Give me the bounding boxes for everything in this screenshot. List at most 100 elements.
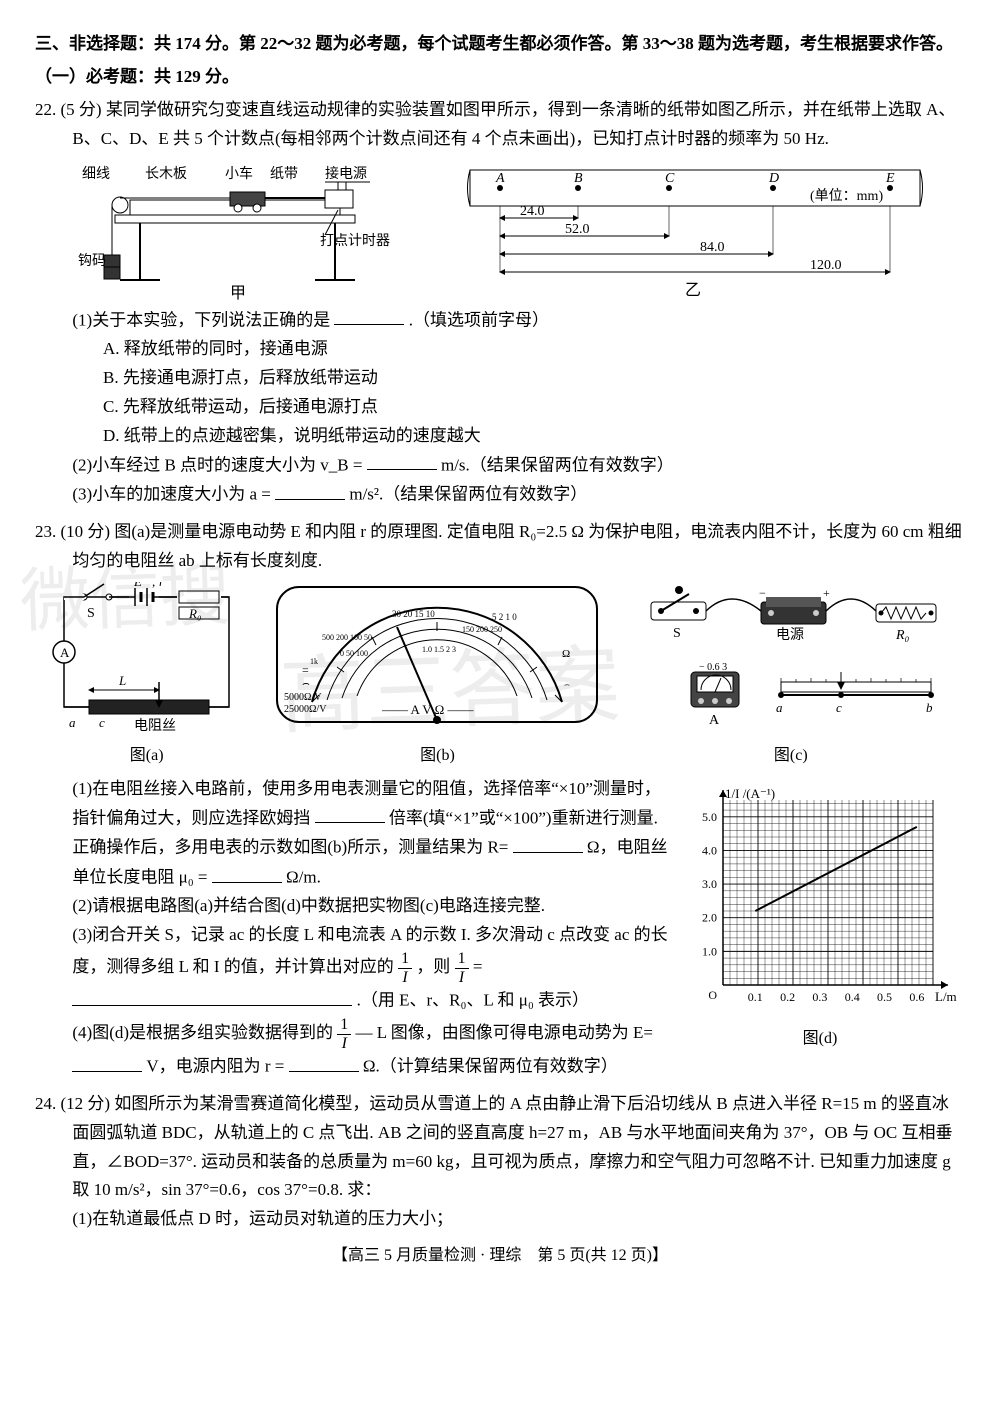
svg-text:乙: 乙 (685, 282, 701, 299)
svg-text:B: B (574, 171, 583, 186)
q22-optD: D. 纸带上的点迹越密集，说明纸带运动的速度越大 (35, 422, 965, 451)
svg-text:52.0: 52.0 (565, 222, 590, 237)
q22-p3a: (3)小车的加速度大小为 a = (72, 485, 270, 504)
svg-text:2.0: 2.0 (702, 911, 717, 925)
svg-text:,: , (152, 582, 155, 589)
svg-text:150 200 250: 150 200 250 (462, 625, 502, 634)
q22-p1-tail: .（填选项前字母） (409, 310, 549, 329)
q23-figure-d: 1.02.03.04.05.00.10.20.30.40.50.6O1/I /(… (675, 775, 965, 1052)
svg-text:S: S (673, 626, 681, 641)
q23-p4-blank1[interactable] (72, 1052, 142, 1072)
q23-p1-blank3[interactable] (212, 863, 282, 883)
q22-stem: 某同学做研究匀变速直线运动规律的实验装置如图甲所示，得到一条清晰的纸带如图乙所示… (72, 100, 955, 148)
svg-text:c: c (836, 700, 842, 715)
page-footer: 【高三 5 月质量检测 · 理综 第 5 页(共 12 页)】 (35, 1242, 965, 1269)
frac-1overI: 1I (398, 950, 412, 986)
q22-score: (5 分) (61, 100, 102, 119)
svg-text:L/m: L/m (935, 989, 957, 1004)
svg-text:0.2: 0.2 (780, 990, 795, 1004)
svg-text:A: A (60, 645, 70, 660)
figA-label: 图(a) (49, 742, 244, 769)
q23-figure-b: 1k 500 200 100 50 30 20 15 10 5 2 1 0 0 … (272, 582, 602, 769)
svg-text:0.4: 0.4 (845, 990, 860, 1004)
svg-text:a: a (776, 700, 783, 715)
svg-text:0.1: 0.1 (748, 990, 763, 1004)
svg-text:细线: 细线 (82, 166, 110, 182)
q23-p3-blank[interactable] (72, 986, 352, 1006)
svg-text:电源: 电源 (776, 627, 804, 643)
svg-text:E: E (885, 171, 895, 186)
svg-text:0.6: 0.6 (909, 990, 924, 1004)
q23-figure-c: S −+ 电源 R₀ − 0.6 3 (631, 582, 951, 769)
q23-p1-blank2[interactable] (513, 833, 583, 853)
svg-text:1/I /(A⁻¹): 1/I /(A⁻¹) (725, 786, 775, 801)
q22-p1-blank[interactable] (334, 306, 404, 326)
sub1-header: （一）必考题：共 129 分。 (35, 63, 965, 92)
svg-text:1.0: 1.0 (702, 944, 717, 958)
svg-text:c: c (99, 715, 105, 730)
svg-text:500 200 100 50: 500 200 100 50 (322, 633, 372, 642)
svg-text:Ω: Ω (562, 648, 570, 660)
svg-text:⌢: ⌢ (564, 679, 570, 689)
svg-text:打点计时器: 打点计时器 (320, 232, 390, 249)
q22-p2-blank[interactable] (367, 451, 437, 471)
question-23: 23. (10 分) 图(a)是测量电源电动势 E 和内阻 r 的原理图. 定值… (35, 518, 965, 1082)
q23-p3b: ，则 (416, 957, 450, 976)
svg-text:5 2 1 0: 5 2 1 0 (492, 612, 517, 622)
q23-p1d: Ω/m. (286, 868, 321, 887)
svg-text:O: O (708, 988, 717, 1002)
q24-stem: 如图所示为某滑雪赛道简化模型，运动员从雪道上的 A 点由静止滑下后沿切线从 B … (72, 1094, 952, 1200)
svg-text:—— A V Ω ——: —— A V Ω —— (381, 702, 475, 717)
svg-text:小车: 小车 (225, 165, 253, 182)
figC-label: 图(c) (631, 742, 951, 769)
q23-p4c: V，电源内阻为 r = (146, 1057, 284, 1076)
svg-text:30 20 15 10: 30 20 15 10 (392, 609, 435, 619)
svg-text:⌢: ⌢ (302, 676, 310, 690)
svg-text:=: = (302, 663, 309, 677)
q23-p4a: (4)图(d)是根据多组实验数据得到的 (72, 1023, 333, 1042)
svg-text:R₀: R₀ (188, 606, 201, 621)
svg-text:钩码: 钩码 (78, 253, 106, 269)
q24-num: 24. (35, 1094, 56, 1113)
q22-p1: (1)关于本实验，下列说法正确的是 (72, 310, 330, 329)
svg-text:120.0: 120.0 (810, 258, 842, 273)
q23-p4-blank2[interactable] (289, 1052, 359, 1072)
svg-text:甲: 甲 (230, 285, 246, 300)
svg-text:3.0: 3.0 (702, 877, 717, 891)
q23-p2: (2)请根据电路图(a)并结合图(d)中数据把实物图(c)电路连接完整. (72, 896, 545, 915)
q22-p2b: m/s.（结果保留两位有效数字） (441, 455, 674, 474)
svg-text:电阻丝: 电阻丝 (134, 718, 176, 734)
svg-text:A: A (495, 171, 505, 186)
svg-text:接电源: 接电源 (325, 165, 367, 182)
q22-figure-yi: A B C D E (单位：mm) 24.0 52.0 84.0 120.0 (460, 160, 930, 300)
q22-p3-blank[interactable] (275, 480, 345, 500)
svg-text:0.5: 0.5 (877, 990, 892, 1004)
svg-text:1.0 1.5 2 3: 1.0 1.5 2 3 (422, 645, 456, 654)
svg-text:4.0: 4.0 (702, 843, 717, 857)
svg-text:长木板: 长木板 (145, 166, 187, 182)
part3-header: 三、非选择题：共 174 分。第 22～32 题为必考题，每个试题考生都必须作答… (35, 30, 965, 59)
q23-p4b: — L 图像，由图像可得电源电动势为 E= (356, 1023, 653, 1042)
svg-text:0 50 100: 0 50 100 (340, 649, 368, 658)
q23-score: (10 分) (61, 522, 111, 541)
q22-p3b: m/s².（结果保留两位有效数字） (349, 485, 587, 504)
svg-text:24.0: 24.0 (520, 204, 545, 219)
frac-1overI-3: 1I (337, 1016, 351, 1052)
svg-text:1k: 1k (310, 657, 318, 666)
svg-text:纸带: 纸带 (270, 166, 298, 182)
q24-p1: (1)在轨道最低点 D 时，运动员对轨道的压力大小； (35, 1205, 965, 1234)
svg-text:S: S (87, 606, 95, 621)
frac-1overI-2: 1I (455, 950, 469, 986)
figD-label: 图(d) (675, 1025, 965, 1052)
q23-p3a: (3)闭合开关 S，记录 ac 的长度 L 和电流表 A 的示数 I. 多次滑动… (72, 925, 667, 976)
svg-text:L: L (118, 673, 126, 688)
q23-stem: 图(a)是测量电源电动势 E 和内阻 r 的原理图. 定值电阻 R₀=2.5 Ω… (72, 522, 961, 570)
question-24: 24. (12 分) 如图所示为某滑雪赛道简化模型，运动员从雪道上的 A 点由静… (35, 1090, 965, 1234)
q23-p1-blank1[interactable] (315, 804, 385, 824)
q22-p2a: (2)小车经过 B 点时的速度大小为 v_B = (72, 455, 362, 474)
q22-optB: B. 先接通电源打点，后释放纸带运动 (35, 364, 965, 393)
svg-text:b: b (926, 700, 933, 715)
question-22: 22. (5 分) 某同学做研究匀变速直线运动规律的实验装置如图甲所示，得到一条… (35, 96, 965, 510)
q22-num: 22. (35, 100, 56, 119)
q22-figure-jia: 细线 长木板 小车 纸带 接电源 (70, 160, 390, 300)
